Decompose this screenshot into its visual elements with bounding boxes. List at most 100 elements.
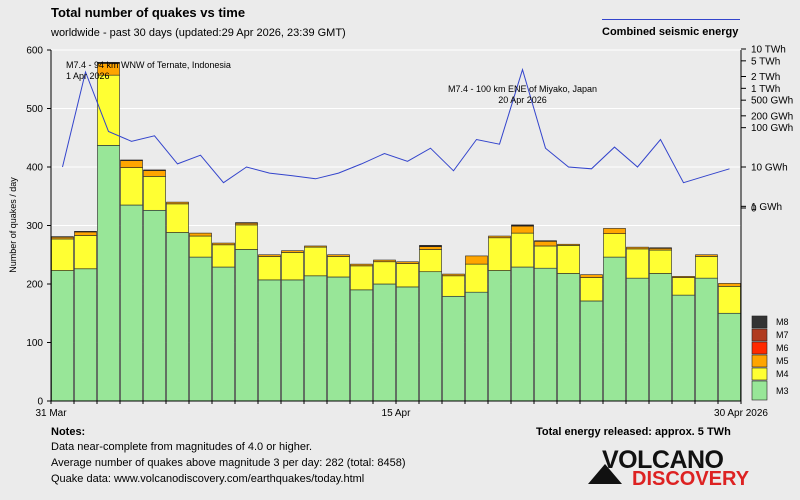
legend-swatch-m3 <box>751 380 768 401</box>
volcano-discovery-logo[interactable]: VOLCANO DISCOVERY <box>588 446 749 490</box>
bar-m3 <box>97 145 120 402</box>
right-tick-label: 1 GWh <box>751 202 782 213</box>
chart-title: Total number of quakes vs time <box>51 5 246 20</box>
bar-m4 <box>419 249 442 273</box>
bar-m3 <box>649 273 672 402</box>
x-tick-label: 30 Apr 2026 <box>714 408 768 419</box>
energy-line <box>62 67 730 184</box>
bar-m5 <box>534 240 557 247</box>
bar-m4 <box>258 256 281 281</box>
note-line: Average number of quakes above magnitude… <box>51 457 406 469</box>
y-tick-label: 600 <box>26 46 43 57</box>
bar-m5 <box>166 201 189 205</box>
bar-m4 <box>488 237 511 271</box>
bar-m5 <box>143 170 166 177</box>
bar-m6 <box>120 159 143 161</box>
bar-m3 <box>534 267 557 402</box>
bar-m6 <box>649 247 672 249</box>
right-tick-label: 200 GWh <box>751 111 793 122</box>
magnitude-legend: M8 M7 M6 M5 M4 M3 <box>751 315 789 401</box>
bar-m3 <box>120 204 143 402</box>
y-tick-label: 400 <box>26 163 43 174</box>
total-energy: Total energy released: approx. 5 TWh <box>536 426 731 438</box>
grid-lines <box>51 49 741 401</box>
bar-m5 <box>304 245 327 248</box>
bar-m3 <box>442 295 465 402</box>
bar-m5 <box>465 255 488 265</box>
bar-m4 <box>442 275 465 297</box>
bar-m5 <box>120 160 143 168</box>
y-axis-label: Number of quakes / day <box>8 177 18 273</box>
bar-m4 <box>120 167 143 206</box>
note-line: Data near-complete from magnitudes of 4.… <box>51 441 313 453</box>
bar-m4 <box>465 263 488 293</box>
legend-label: M4 <box>776 369 789 379</box>
bar-m4 <box>557 245 580 274</box>
bar-m4 <box>189 235 212 258</box>
bar-m5 <box>373 259 396 263</box>
bar-m3 <box>281 279 304 402</box>
bar-m4 <box>304 246 327 277</box>
bar-m4 <box>626 248 649 279</box>
bar-m3 <box>258 279 281 402</box>
bar-m5 <box>557 243 580 246</box>
bar-m5 <box>580 274 603 278</box>
bar-m3 <box>672 294 695 402</box>
legend-swatch-m8 <box>751 315 768 329</box>
chart-subtitle: worldwide - past 30 days (updated:29 Apr… <box>51 27 346 39</box>
logo-text-bottom: DISCOVERY <box>632 468 750 490</box>
bar-m3 <box>373 283 396 402</box>
bar-m6 <box>143 169 166 171</box>
bar-m5 <box>396 261 419 264</box>
bar-m4 <box>51 238 74 271</box>
bar-m3 <box>488 270 511 402</box>
bar-m4 <box>695 256 718 279</box>
right-tick-label: 500 GWh <box>751 96 793 107</box>
bar-m3 <box>419 271 442 402</box>
annotation-title: M7.4 - 94 km WNW of Ternate, Indonesia <box>66 60 231 70</box>
bar-m5 <box>258 254 281 257</box>
legend-label: M5 <box>776 356 789 366</box>
bar-m4 <box>511 232 534 268</box>
bar-m4 <box>603 233 626 258</box>
y-tick-label: 500 <box>26 104 43 115</box>
bar-m4 <box>373 261 396 285</box>
bar-m4 <box>718 286 741 314</box>
annotation-title: M7.4 - 100 km ENE of Miyako, Japan <box>448 84 597 94</box>
bar-m5 <box>511 225 534 234</box>
bar-m3 <box>235 249 258 402</box>
volcano-icon <box>588 464 622 484</box>
bar-m3 <box>580 300 603 402</box>
bar-m3 <box>74 268 97 402</box>
bar-m5 <box>672 276 695 278</box>
bar-m5 <box>74 231 97 236</box>
bar-m5 <box>327 254 350 257</box>
bar-stacks <box>51 61 741 402</box>
bar-m3 <box>166 232 189 402</box>
bar-m3 <box>626 277 649 402</box>
bar-m4 <box>672 277 695 296</box>
bar-m7 <box>419 245 442 247</box>
y-tick-label: 100 <box>26 338 43 349</box>
legend-swatch-m4 <box>751 367 768 381</box>
x-axis-ticks: 31 Mar 15 Apr 30 Apr 2026 <box>35 401 768 419</box>
bar-m3 <box>189 256 212 402</box>
bar-m7 <box>97 61 120 64</box>
x-tick-label: 15 Apr <box>382 408 412 419</box>
bar-m6 <box>74 231 97 233</box>
bar-m4 <box>327 256 350 278</box>
annotation-date: 1 Apr 2026 <box>66 71 110 81</box>
y-tick-label: 200 <box>26 280 43 291</box>
legend-swatch-m5 <box>751 354 768 368</box>
bar-m4 <box>649 249 672 274</box>
bar-m5 <box>212 242 235 246</box>
bar-m3 <box>465 291 488 402</box>
bar-m3 <box>350 289 373 402</box>
bar-m5 <box>695 254 718 257</box>
note-line: Quake data: www.volcanodiscovery.com/ear… <box>51 473 365 485</box>
bar-m3 <box>511 266 534 402</box>
bar-m5 <box>603 228 626 234</box>
legend-label: M7 <box>776 330 789 340</box>
bar-m4 <box>74 235 97 270</box>
bar-m5 <box>350 263 373 267</box>
